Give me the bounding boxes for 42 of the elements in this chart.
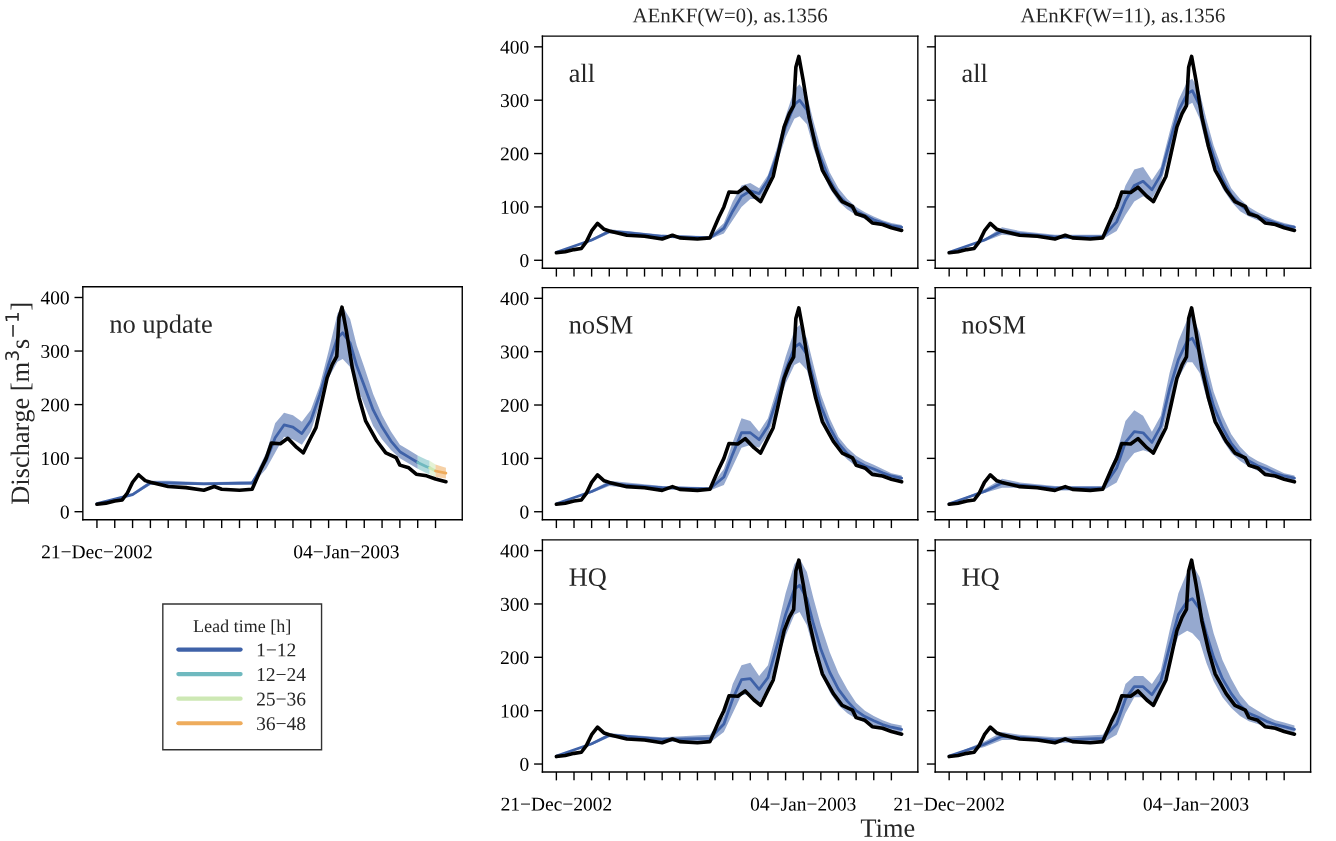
x-tick-label: 04−Jan−2003: [294, 545, 399, 559]
annotation: all: [569, 63, 595, 83]
y-tick-label: 200: [500, 651, 529, 665]
legend-label: 25−36: [257, 692, 306, 706]
legend-label: 12−24: [257, 668, 306, 681]
y-tick-label: 200: [500, 147, 529, 161]
annotation: all: [962, 63, 988, 83]
y-tick-label: 0: [520, 505, 529, 519]
y-tick-label: 0: [60, 505, 69, 519]
y-tick-label: 300: [500, 597, 529, 611]
legend-title: Lead time [h]: [193, 619, 290, 635]
annotation: no update: [110, 314, 212, 339]
y-tick-label: 100: [501, 452, 529, 466]
y-tick-label: 100: [42, 451, 69, 466]
y-tick-label: 300: [41, 344, 69, 358]
annotation: HQ: [569, 568, 607, 591]
x-tick-label: 04−Jan−2003: [750, 797, 856, 811]
y-tick-label: 400: [40, 291, 69, 305]
y-tick-label: 400: [500, 544, 529, 558]
chart-title: AEnKF(W=11), as.1356: [1020, 7, 1225, 27]
x-axis-title: Time: [860, 819, 915, 838]
y-tick-label: 0: [520, 757, 529, 771]
x-tick-label: 04−Jan−2003: [1143, 797, 1249, 811]
annotation: noSM: [962, 315, 1026, 334]
annotation: HQ: [962, 568, 1000, 591]
y-tick-label: 0: [520, 254, 529, 268]
x-tick-label: 21−Dec−2002: [42, 545, 152, 559]
x-tick-label: 21−Dec−2002: [501, 797, 612, 811]
y-tick-label: 300: [500, 94, 529, 108]
y-axis-title: Discharge [m$^{3}$s$^{−1}$]: [5, 303, 35, 504]
y-tick-label: 400: [500, 292, 529, 306]
chart-title: AEnKF(W=0), as.1356: [632, 7, 828, 27]
y-tick-label: 400: [500, 40, 529, 54]
legend-label: 36−48: [257, 717, 306, 731]
y-tick-label: 100: [501, 704, 529, 718]
y-tick-label: 300: [500, 345, 529, 359]
y-tick-label: 200: [41, 398, 69, 412]
annotation: noSM: [569, 315, 633, 334]
x-tick-label: 21−Dec−2002: [894, 797, 1004, 811]
y-tick-label: 100: [501, 200, 529, 214]
y-tick-label: 200: [500, 398, 529, 412]
legend-label: 1−12: [257, 643, 296, 657]
